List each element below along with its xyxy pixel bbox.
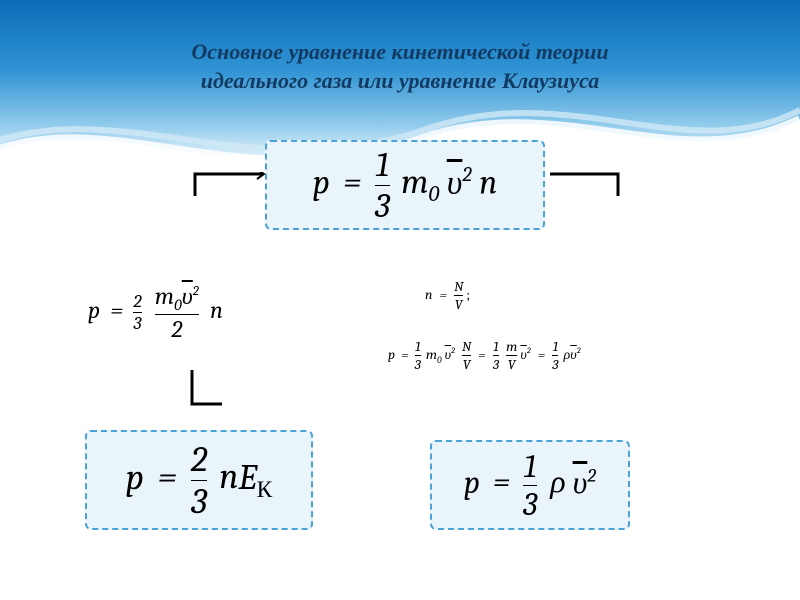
num-1: 1: [523, 448, 537, 485]
sym-p: p: [388, 346, 395, 363]
left-derivation-formula: p = 2 3 m0υ2 2 n: [88, 282, 223, 343]
sym-p: p: [126, 456, 144, 497]
sup-2c: 2: [577, 346, 581, 356]
sub-0: 0: [437, 356, 441, 366]
sym-m: m: [426, 346, 437, 363]
sym-v: υ: [573, 463, 588, 500]
sym-n: n: [479, 162, 497, 202]
right-derivation-formula: p = 1 3 m0 υ2 N V = 1 3 m V υ2 = 1 3 ρυ2: [388, 338, 581, 373]
sym-n: n: [215, 456, 238, 497]
slide-title: Основное уравнение кинетической теории и…: [0, 38, 800, 95]
arrow-bracket-right: [548, 172, 620, 198]
right-result-box: p = 1 3 ρ υ2: [430, 440, 630, 530]
sym-m: m: [155, 282, 174, 310]
den-3b: 3: [493, 355, 499, 373]
sym-rho: ρ: [544, 463, 565, 500]
sub-0: 0: [174, 296, 182, 314]
semicolon: ;: [466, 286, 470, 303]
num-2: 2: [191, 439, 208, 480]
num-1c: 1: [552, 338, 558, 355]
sym-m: m: [401, 162, 428, 202]
den-3: 3: [133, 312, 141, 334]
arrow-bracket-down: [190, 368, 224, 406]
title-line-2: идеального газа или уравнение Клаузиуса: [201, 68, 599, 93]
title-line-1: Основное уравнение кинетической теории: [191, 39, 608, 64]
sym-n: n: [425, 286, 432, 303]
num-1: 1: [415, 338, 421, 355]
sym-v: υ: [447, 162, 463, 202]
sym-n: n: [204, 296, 223, 324]
sym-p: p: [88, 296, 100, 324]
sup-2: 2: [462, 164, 471, 187]
sub-0: 0: [428, 181, 439, 207]
sym-E: E: [238, 456, 256, 497]
num-1b: 1: [493, 338, 499, 355]
right-result-formula: p = 1 3 ρ υ2: [464, 448, 596, 523]
sup-2: 2: [587, 464, 596, 486]
right-n-formula: n = N V ;: [425, 278, 470, 313]
left-result-formula: p = 2 3 nEК: [126, 439, 272, 522]
num-1: 1: [375, 145, 390, 185]
sym-N: N: [462, 338, 471, 355]
sym-v: υ: [182, 282, 193, 310]
main-formula: p = 1 3 m0 υ2 n: [313, 145, 498, 226]
sym-p: p: [464, 463, 480, 500]
sym-V2: V: [506, 355, 517, 373]
main-formula-box: p = 1 3 m0 υ2 n: [265, 140, 545, 230]
left-result-box: p = 2 3 nEК: [85, 430, 313, 530]
den-3c: 3: [552, 355, 558, 373]
den-3: 3: [523, 485, 537, 523]
den-3: 3: [375, 185, 390, 226]
den-2: 2: [155, 314, 199, 343]
sym-V: V: [454, 295, 463, 313]
sub-K: К: [257, 476, 273, 503]
sup-2: 2: [451, 346, 455, 356]
sup-2: 2: [193, 284, 199, 299]
sym-N: N: [454, 278, 463, 295]
den-3: 3: [415, 355, 421, 373]
sym-V: V: [462, 355, 471, 373]
den-3: 3: [191, 480, 208, 522]
sym-rho: ρ: [562, 346, 571, 363]
sup-2b: 2: [527, 346, 531, 356]
num-2: 2: [133, 291, 141, 312]
sym-p: p: [313, 162, 330, 202]
sym-m-plain: m: [506, 338, 517, 355]
arrow-bracket-left: [193, 172, 265, 198]
